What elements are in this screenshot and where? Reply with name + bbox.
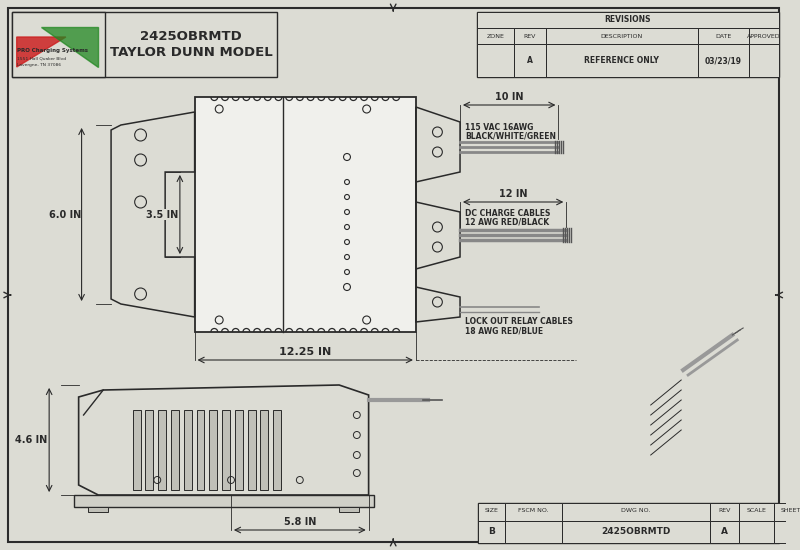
Text: A: A	[721, 527, 728, 536]
Bar	[698, 44, 749, 77]
Polygon shape	[17, 37, 66, 67]
Bar	[12, 12, 105, 77]
Text: 03/23/19: 03/23/19	[705, 56, 742, 65]
Bar	[562, 521, 710, 543]
Bar	[12, 12, 278, 77]
Bar	[339, 507, 358, 512]
Text: REFERENCE ONLY: REFERENCE ONLY	[584, 56, 659, 65]
Text: DC CHARGE CABLES: DC CHARGE CABLES	[465, 208, 550, 217]
Bar	[477, 12, 778, 77]
Bar	[158, 410, 166, 490]
Bar	[546, 44, 698, 77]
Bar	[749, 44, 778, 77]
Bar	[235, 410, 242, 490]
Text: DESCRIPTION: DESCRIPTION	[601, 34, 643, 38]
Bar	[478, 503, 506, 521]
Bar	[506, 521, 562, 543]
Text: 3.5 IN: 3.5 IN	[146, 210, 178, 219]
Text: LOCK OUT RELAY CABLES: LOCK OUT RELAY CABLES	[465, 317, 573, 327]
Text: DATE: DATE	[715, 34, 732, 38]
Text: REV: REV	[524, 34, 536, 38]
Text: FSCM NO.: FSCM NO.	[518, 509, 549, 514]
Bar	[133, 410, 141, 490]
Text: 4.6 IN: 4.6 IN	[15, 435, 47, 445]
Bar	[261, 410, 268, 490]
Bar	[774, 503, 800, 521]
Bar	[774, 521, 800, 543]
Bar	[477, 44, 514, 77]
Text: 12 IN: 12 IN	[499, 189, 527, 199]
Bar	[197, 410, 205, 490]
Text: 2425OBRMTD
TAYLOR DUNN MODEL: 2425OBRMTD TAYLOR DUNN MODEL	[110, 30, 273, 59]
Text: 1551 Hall Quaker Blvd: 1551 Hall Quaker Blvd	[17, 57, 66, 61]
Text: 6.0 IN: 6.0 IN	[49, 210, 81, 219]
Bar	[739, 521, 774, 543]
Bar	[749, 28, 778, 44]
Bar	[546, 28, 698, 44]
Text: SCALE: SCALE	[746, 509, 766, 514]
Text: 5.8 IN: 5.8 IN	[284, 517, 316, 527]
Bar	[698, 28, 749, 44]
Bar	[506, 503, 562, 521]
Text: SHEET: SHEET	[781, 509, 800, 514]
Bar	[171, 410, 179, 490]
Text: A: A	[527, 56, 533, 65]
Bar	[89, 507, 108, 512]
Bar	[514, 44, 546, 77]
Text: ZONE: ZONE	[486, 34, 504, 38]
Text: Lavergne, TN 37086: Lavergne, TN 37086	[17, 63, 61, 67]
Polygon shape	[42, 27, 98, 67]
Bar	[184, 410, 192, 490]
Text: 10 IN: 10 IN	[495, 92, 523, 102]
Text: DWG NO.: DWG NO.	[622, 509, 650, 514]
Text: REVISIONS: REVISIONS	[604, 15, 651, 25]
Bar	[710, 521, 739, 543]
Bar	[478, 503, 778, 543]
Bar	[514, 28, 546, 44]
Bar	[478, 521, 506, 543]
Text: 12.25 IN: 12.25 IN	[279, 347, 331, 357]
Bar	[74, 495, 374, 507]
Bar	[710, 503, 739, 521]
Bar	[222, 410, 230, 490]
Bar	[194, 97, 416, 332]
Text: 115 VAC 16AWG: 115 VAC 16AWG	[465, 123, 534, 131]
Text: 2425OBRMTD: 2425OBRMTD	[602, 527, 670, 536]
Bar	[477, 28, 514, 44]
Text: APPROVED: APPROVED	[747, 34, 781, 38]
Text: 18 AWG RED/BLUE: 18 AWG RED/BLUE	[465, 327, 543, 336]
Bar	[739, 503, 774, 521]
Bar	[477, 12, 778, 28]
Text: REV: REV	[718, 509, 730, 514]
Bar	[210, 410, 218, 490]
Text: 12 AWG RED/BLACK: 12 AWG RED/BLACK	[465, 217, 549, 227]
Bar	[146, 410, 154, 490]
Bar	[562, 503, 710, 521]
Text: PRO Charging Systems: PRO Charging Systems	[17, 48, 88, 53]
Text: B: B	[488, 527, 495, 536]
Bar	[248, 410, 255, 490]
Text: SIZE: SIZE	[485, 509, 498, 514]
Bar	[274, 410, 281, 490]
Text: BLACK/WHITE/GREEN: BLACK/WHITE/GREEN	[465, 131, 556, 140]
